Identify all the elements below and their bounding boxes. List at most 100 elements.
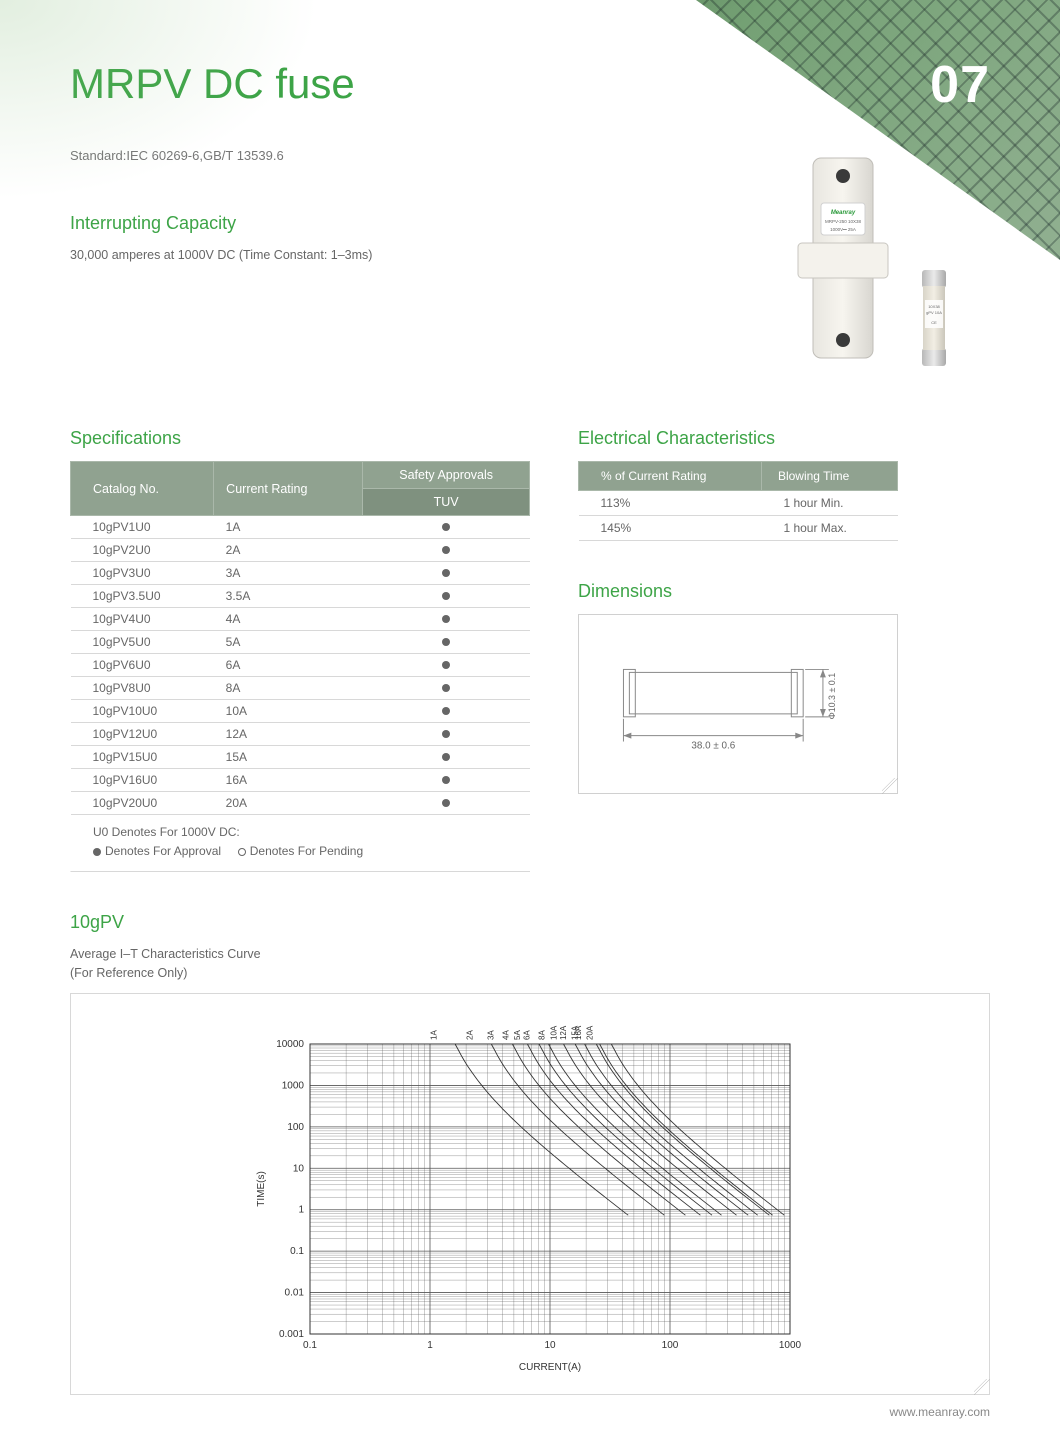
cell-catalog: 10gPV8U0 [71,677,214,700]
standard-text: Standard:IEC 60269-6,GB/T 13539.6 [70,148,748,163]
table-row: 10gPV3U03A [71,562,530,585]
cell-time: 1 hour Min. [761,491,897,516]
table-row: 10gPV8U08A [71,677,530,700]
svg-text:gPV 10A: gPV 10A [926,310,942,315]
svg-text:16A: 16A [574,1025,583,1040]
cell-current: 8A [214,677,363,700]
cell-tuv [363,516,530,539]
svg-text:0.001: 0.001 [279,1329,304,1340]
col-time: Blowing Time [761,462,897,491]
svg-text:1000: 1000 [282,1080,305,1091]
svg-text:1000: 1000 [779,1340,802,1351]
table-row: 10gPV5U05A [71,631,530,654]
cell-tuv [363,723,530,746]
table-row: 10gPV10U010A [71,700,530,723]
svg-text:12A: 12A [559,1025,568,1040]
cell-tuv [363,654,530,677]
svg-text:4A: 4A [502,1029,511,1039]
cell-catalog: 10gPV2U0 [71,539,214,562]
svg-text:20A: 20A [585,1025,594,1040]
footer-url: www.meanray.com [890,1405,990,1419]
svg-text:MRPV-250 10X38: MRPV-250 10X38 [825,219,862,224]
svg-text:3A: 3A [487,1029,496,1039]
cell-catalog: 10gPV4U0 [71,608,214,631]
svg-text:1: 1 [427,1340,433,1351]
cell-catalog: 10gPV6U0 [71,654,214,677]
col-pct: % of Current Rating [579,462,762,491]
svg-text:10X38: 10X38 [928,304,940,309]
svg-text:CURRENT(A): CURRENT(A) [519,1362,581,1373]
table-row: 113%1 hour Min. [579,491,898,516]
dim-diameter: Φ10.3 ± 0.1 [827,673,837,720]
svg-text:2A: 2A [465,1029,474,1039]
svg-text:0.1: 0.1 [290,1246,304,1257]
svg-text:10000: 10000 [276,1039,304,1050]
cell-catalog: 10gPV20U0 [71,792,214,815]
spec-legend: U0 Denotes For 1000V DC: Denotes For App… [70,815,530,872]
cell-tuv [363,769,530,792]
cell-tuv [363,700,530,723]
table-row: 10gPV20U020A [71,792,530,815]
table-row: 10gPV4U04A [71,608,530,631]
table-row: 10gPV3.5U03.5A [71,585,530,608]
cell-current: 2A [214,539,363,562]
cell-catalog: 10gPV3U0 [71,562,214,585]
chart-container: 0.111010010000.0010.010.1110100100010000… [70,993,990,1395]
col-safety: Safety Approvals [363,462,530,489]
svg-text:Meanray: Meanray [831,210,856,216]
cell-tuv [363,746,530,769]
table-row: 10gPV15U015A [71,746,530,769]
svg-text:8A: 8A [538,1029,547,1039]
cell-pct: 145% [579,516,762,541]
cell-tuv [363,585,530,608]
cell-tuv [363,562,530,585]
cell-tuv [363,539,530,562]
it-curve-chart: 0.111010010000.0010.010.1110100100010000… [250,1014,810,1374]
page-number: 07 [930,55,990,115]
cell-current: 3A [214,562,363,585]
svg-text:100: 100 [287,1122,304,1133]
svg-text:1A: 1A [429,1029,438,1039]
cell-catalog: 10gPV5U0 [71,631,214,654]
cell-catalog: 10gPV15U0 [71,746,214,769]
dimensions-heading: Dimensions [578,581,898,602]
cell-pct: 113% [579,491,762,516]
table-row: 145%1 hour Max. [579,516,898,541]
cell-current: 3.5A [214,585,363,608]
dimensions-drawing: 38.0 ± 0.6 Φ10.3 ± 0.1 [578,614,898,794]
cell-catalog: 10gPV10U0 [71,700,214,723]
interrupting-heading: Interrupting Capacity [70,213,748,234]
svg-text:1: 1 [298,1205,304,1216]
cell-current: 1A [214,516,363,539]
svg-text:TIME(s): TIME(s) [256,1171,267,1207]
cell-catalog: 10gPV3.5U0 [71,585,214,608]
table-row: 10gPV1U01A [71,516,530,539]
table-row: 10gPV16U016A [71,769,530,792]
col-catalog: Catalog No. [71,462,214,516]
table-row: 10gPV6U06A [71,654,530,677]
cell-tuv [363,608,530,631]
svg-text:10: 10 [544,1340,556,1351]
cell-tuv [363,792,530,815]
dim-length: 38.0 ± 0.6 [691,740,735,751]
svg-text:6A: 6A [523,1029,532,1039]
svg-text:10: 10 [293,1163,305,1174]
cell-current: 5A [214,631,363,654]
cell-current: 12A [214,723,363,746]
svg-text:100: 100 [662,1340,679,1351]
svg-text:CE: CE [931,320,937,325]
chart-subtitle: Average I–T Characteristics Curve (For R… [70,945,990,983]
cell-tuv [363,631,530,654]
svg-text:5A: 5A [513,1029,522,1039]
svg-text:10A: 10A [549,1025,558,1040]
svg-text:0.01: 0.01 [285,1287,305,1298]
fuse-cartridge-image: 10X38 gPV 10A CE [918,268,950,368]
cell-tuv [363,677,530,700]
cell-current: 16A [214,769,363,792]
col-current: Current Rating [214,462,363,516]
col-tuv: TUV [363,489,530,516]
table-row: 10gPV2U02A [71,539,530,562]
table-row: 10gPV12U012A [71,723,530,746]
cell-current: 20A [214,792,363,815]
cell-catalog: 10gPV12U0 [71,723,214,746]
